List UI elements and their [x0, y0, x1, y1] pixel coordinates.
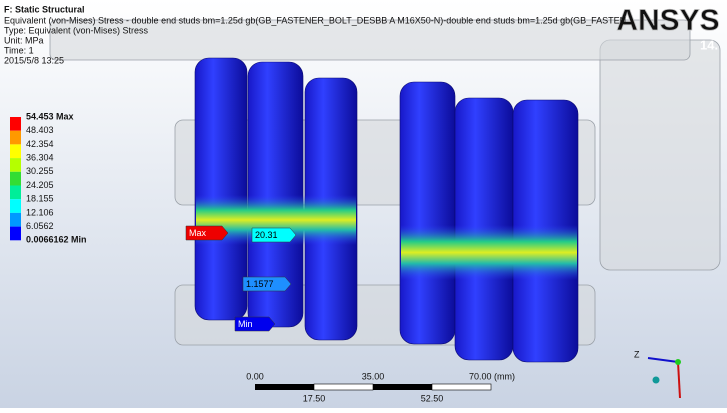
scale-label: 52.50: [421, 393, 444, 403]
legend-label: 54.453 Max: [26, 111, 74, 121]
header-line: Unit: MPa: [4, 35, 44, 45]
scale-label: 17.50: [303, 393, 326, 403]
legend-swatch: [10, 186, 21, 200]
triad-origin: [675, 359, 681, 365]
header-line: Time: 1: [4, 45, 34, 55]
legend-label: 30.255: [26, 166, 54, 176]
header-line: Type: Equivalent (von-Mises) Stress: [4, 25, 149, 35]
legend-swatch: [10, 144, 21, 158]
probe-label: 20.31: [255, 230, 278, 240]
legend-label: 42.354: [26, 139, 54, 149]
scale-bar: [255, 384, 491, 390]
legend-label: 12.106: [26, 207, 54, 217]
scale-label: 35.00: [362, 371, 385, 381]
legend-swatch: [10, 172, 21, 186]
version: 14.: [700, 37, 718, 52]
stress-band: [401, 225, 577, 280]
triad-ball: [653, 377, 660, 384]
title: F: Static Structural: [4, 4, 85, 14]
legend-label: 0.0066162 Min: [26, 235, 87, 245]
header-line: 2015/5/8 13:25: [4, 55, 64, 65]
logo: ANSYS: [616, 4, 719, 37]
scale-segment: [255, 384, 314, 390]
probe-label: Min: [238, 319, 253, 329]
scale-segment: [314, 384, 373, 390]
legend-label: 24.205: [26, 180, 54, 190]
probe-label: 1.1577: [246, 279, 274, 289]
scale-segment: [432, 384, 491, 390]
bolt: [195, 58, 247, 320]
legend-label: 6.0562: [26, 221, 54, 231]
legend-label: 36.304: [26, 152, 54, 162]
legend-label: 48.403: [26, 125, 54, 135]
legend-swatch: [10, 131, 21, 145]
bolt: [400, 82, 455, 344]
viewport: F: Static Structural ANSYS 14. 54.453 Ma…: [0, 0, 727, 408]
legend-swatch: [10, 117, 21, 131]
legend-swatch: [10, 213, 21, 227]
header-line: Equivalent (von-Mises) Stress - double e…: [4, 15, 626, 25]
legend-swatch: [10, 227, 21, 241]
scale-segment: [373, 384, 432, 390]
housing: [600, 40, 720, 270]
scale-label: 70.00 (mm): [469, 371, 515, 381]
legend-label: 18.155: [26, 194, 54, 204]
probe-label: Max: [189, 228, 207, 238]
scale-label: 0.00: [246, 371, 264, 381]
legend-swatch: [10, 199, 21, 213]
legend-swatch: [10, 158, 21, 172]
triad-label: Z: [634, 349, 640, 359]
